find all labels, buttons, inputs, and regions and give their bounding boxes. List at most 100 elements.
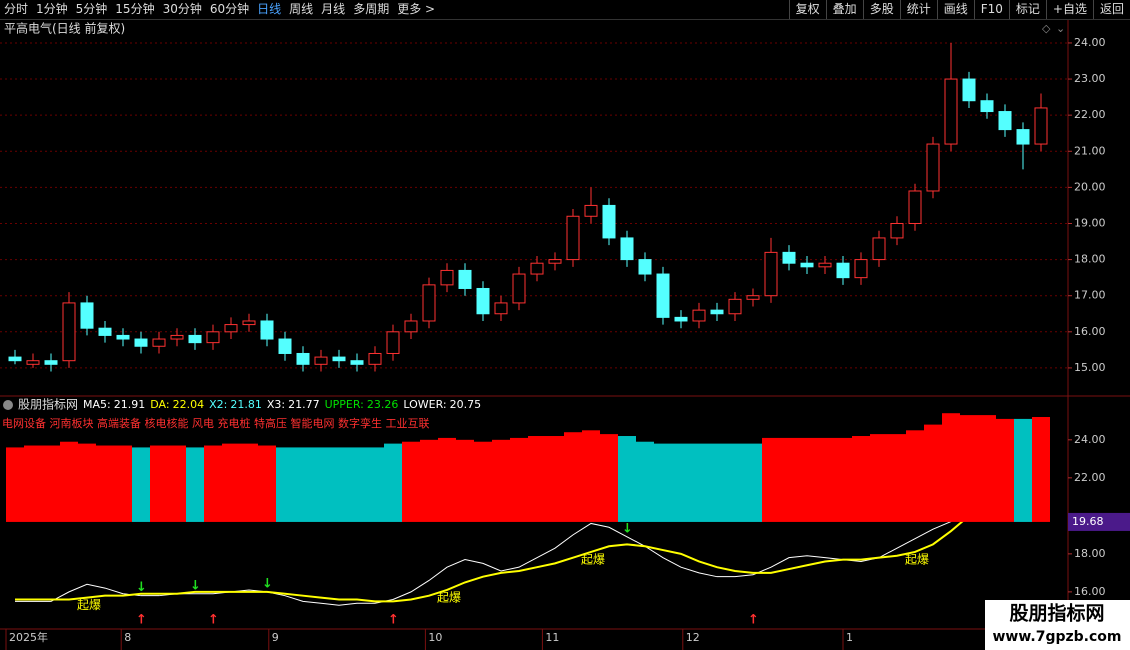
pane-icon[interactable]: ⌄	[1056, 22, 1065, 35]
legend-value: 21.77	[288, 398, 320, 411]
buy-arrow: ↑	[748, 613, 759, 628]
action-button[interactable]: 叠加	[825, 0, 863, 19]
y-tick-label: 16.00	[1074, 325, 1106, 338]
candle-body	[674, 316, 688, 322]
candle-body	[422, 284, 436, 322]
period-tab[interactable]: 60分钟	[209, 2, 250, 16]
candle-body	[890, 222, 904, 239]
signal-label: 起爆	[905, 552, 929, 566]
band-bar	[420, 439, 438, 522]
band-bar	[582, 430, 600, 522]
x-tick-label: 8	[124, 631, 131, 644]
pane-icon[interactable]: ◇	[1042, 22, 1051, 35]
period-tab[interactable]: 分时	[4, 2, 29, 16]
band-bar	[528, 436, 546, 522]
band-bar	[546, 436, 564, 522]
legend-name: X3:	[267, 398, 285, 411]
candle-body	[44, 360, 58, 365]
candle-body	[836, 262, 850, 279]
y-tick-label: 15.00	[1074, 361, 1106, 374]
candle-body	[62, 302, 76, 362]
y-tick-label: 17.00	[1074, 289, 1106, 302]
band-bar	[132, 447, 150, 522]
x-tick-label: 11	[545, 631, 559, 644]
indicator-line	[15, 480, 1042, 603]
candle-body	[206, 331, 220, 344]
action-button[interactable]: 标记	[1008, 0, 1046, 19]
sell-arrow: ↓	[190, 578, 201, 593]
band-bar	[942, 413, 960, 522]
period-tabs: 分时 1分钟 5分钟 15分钟 30分钟 60分钟 日线 周线 月线 多周期 更多 >	[0, 0, 439, 19]
candle-body	[908, 190, 922, 224]
band-bar	[312, 447, 330, 522]
action-button[interactable]: 画线	[936, 0, 974, 19]
period-tab[interactable]: 多周期	[353, 2, 390, 16]
band-bar	[852, 436, 870, 522]
legend-value: 22.04	[173, 398, 205, 411]
band-bar	[744, 443, 762, 522]
band-bar	[366, 447, 384, 522]
period-tab[interactable]: 日线	[257, 2, 282, 16]
candle-body	[440, 269, 454, 286]
band-bar	[672, 443, 690, 522]
action-button[interactable]: F10	[973, 0, 1009, 19]
candle-body	[152, 338, 166, 347]
candle-body	[386, 331, 400, 354]
action-button[interactable]: 返回	[1092, 0, 1130, 19]
period-tab[interactable]: 30分钟	[162, 2, 202, 16]
pane-menu[interactable]	[3, 400, 13, 410]
buy-arrow: ↑	[388, 613, 399, 628]
y-tick-label: 16.00	[1074, 585, 1106, 598]
candle-body	[170, 334, 184, 340]
candle-body	[260, 320, 274, 340]
band-bar	[168, 445, 186, 522]
band-bar	[438, 437, 456, 522]
period-tab[interactable]: 1分钟	[36, 2, 68, 16]
candle-body	[602, 204, 616, 239]
action-button[interactable]: 统计	[899, 0, 937, 19]
price-tag: 19.68	[1072, 515, 1104, 528]
action-button[interactable]: +自选	[1045, 0, 1093, 19]
legend-value: 21.91	[114, 398, 146, 411]
signal-label: 起爆	[581, 552, 605, 566]
candle-body	[476, 287, 490, 315]
candle-body	[566, 215, 580, 261]
candle-body	[656, 273, 670, 318]
candle-body	[494, 302, 508, 315]
sell-arrow: ↓	[262, 576, 273, 591]
y-tick-label: 24.00	[1074, 433, 1106, 446]
period-tab[interactable]: 月线	[321, 2, 346, 16]
legend-name: X2:	[209, 398, 227, 411]
candle-body	[692, 309, 706, 322]
legend-value: 21.81	[230, 398, 262, 411]
band-bar	[456, 439, 474, 522]
x-tick-label: 10	[428, 631, 442, 644]
y-tick-label: 18.00	[1074, 253, 1106, 266]
band-bar	[24, 445, 42, 522]
period-tab[interactable]: 15分钟	[115, 2, 155, 16]
candle-body	[980, 100, 994, 113]
band-bar	[348, 447, 366, 522]
watermark-url: www.7gpzb.com	[992, 629, 1121, 645]
band-bar	[816, 437, 834, 522]
candle-body	[98, 327, 112, 336]
band-bar	[708, 443, 726, 522]
candle-body	[188, 334, 202, 344]
band-bar	[690, 443, 708, 522]
band-bar	[870, 434, 888, 522]
y-tick-label: 20.00	[1074, 180, 1106, 193]
candle-body	[80, 302, 94, 329]
legend-name: UPPER:	[325, 398, 364, 411]
candle-body	[224, 324, 238, 333]
band-bar	[564, 432, 582, 522]
candle-body	[782, 251, 796, 264]
band-bar	[222, 443, 240, 522]
y-tick-label: 21.00	[1074, 144, 1106, 157]
period-tab[interactable]: 周线	[289, 2, 314, 16]
action-button[interactable]: 多股	[862, 0, 900, 19]
action-button[interactable]: 复权	[788, 0, 826, 19]
band-bar	[384, 443, 402, 522]
period-tab[interactable]: 更多 >	[397, 2, 436, 16]
period-tab[interactable]: 5分钟	[75, 2, 108, 16]
sell-arrow: ↓	[622, 521, 633, 536]
